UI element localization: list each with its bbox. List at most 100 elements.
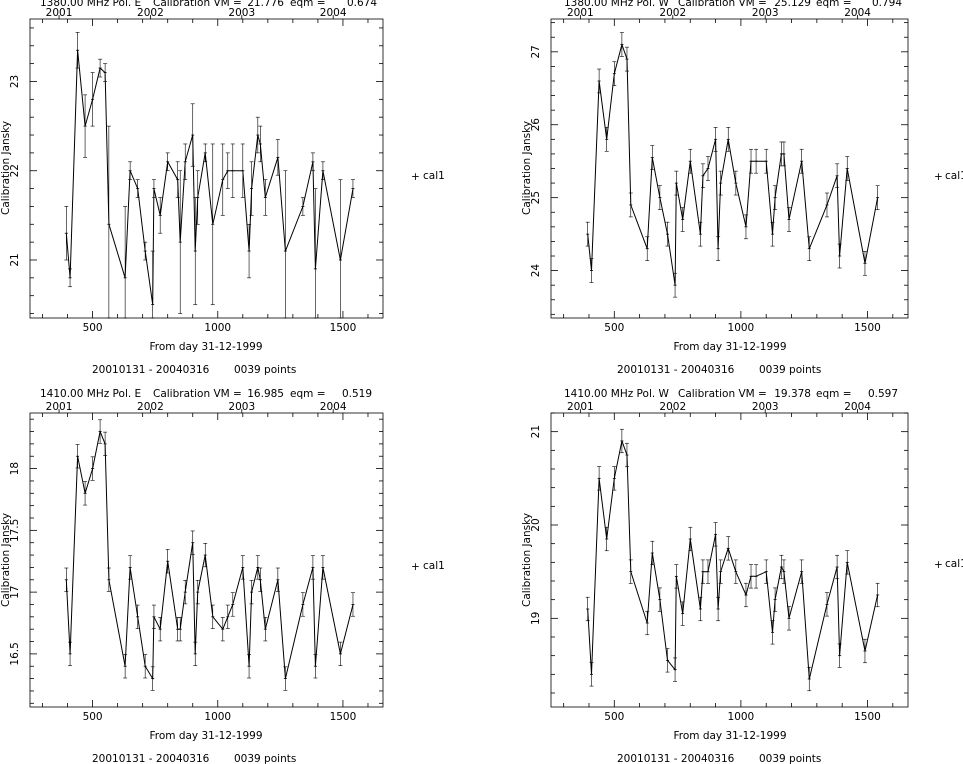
- panel-1410-pol-w: 1410.00 MHz Pol. W Calibration VM = 19.3…: [521, 388, 963, 764]
- date-range: 20010131 - 20040316: [92, 753, 210, 764]
- legend-marker: +: [411, 171, 420, 183]
- header-calibration-label: Calibration VM =: [678, 388, 767, 400]
- y-axis-label: Calibration Jansky: [0, 121, 12, 215]
- y-tick-label: 27: [530, 45, 542, 58]
- y-tick-label: 21: [9, 253, 21, 266]
- error-bars: [585, 428, 880, 692]
- legend-label: cal1: [945, 558, 963, 570]
- y-axis-label: Calibration Jansky: [0, 513, 12, 607]
- panel-1410-pol-e: 1410.00 MHz Pol. E Calibration VM = 16.9…: [0, 388, 445, 764]
- year-label: 2003: [228, 7, 255, 19]
- y-tick-label: 22: [9, 164, 21, 177]
- x-tick-label: 500: [604, 711, 624, 723]
- x-tick-label: 1500: [330, 322, 357, 334]
- date-range: 20010131 - 20040316: [617, 364, 735, 376]
- x-tick-label: 1000: [728, 322, 755, 334]
- header-title: 1410.00 MHz Pol. W: [564, 388, 670, 400]
- header-eqm-label: eqm =: [816, 388, 852, 400]
- header-eqm-value: 0.794: [872, 0, 902, 9]
- year-label: 2001: [567, 401, 594, 413]
- points-count: 0039 points: [759, 753, 821, 764]
- y-axis-label: Calibration Jansky: [521, 513, 533, 607]
- header-calibration-label: Calibration VM =: [153, 388, 242, 400]
- header-vm-value: 19.378: [774, 388, 811, 400]
- header-calibration-label: Calibration VM =: [678, 0, 767, 9]
- year-label: 2004: [320, 401, 347, 413]
- header-eqm-value: 0.519: [342, 388, 372, 400]
- x-tick-label: 500: [83, 711, 103, 723]
- year-label: 2002: [659, 401, 686, 413]
- y-tick-label: 24: [530, 264, 542, 278]
- y-tick-label: 16.5: [9, 642, 21, 665]
- header-eqm-value: 0.597: [868, 388, 898, 400]
- legend-label: cal1: [423, 560, 445, 572]
- x-tick-label: 500: [83, 322, 103, 334]
- y-tick-label: 23: [9, 75, 21, 88]
- series-line: [587, 439, 879, 680]
- axis-ticks: 500 1000 1500 24 25 26 27: [530, 19, 908, 334]
- header-calibration-label: Calibration VM =: [153, 0, 242, 9]
- x-tick-label: 1000: [204, 322, 231, 334]
- y-tick-label: 25: [530, 191, 542, 204]
- header-title: 1410.00 MHz Pol. E: [40, 388, 141, 400]
- points-count: 0039 points: [234, 753, 296, 764]
- x-tick-label: 500: [604, 322, 624, 334]
- points-count: 0039 points: [234, 364, 296, 376]
- year-label: 2001: [567, 7, 594, 19]
- series-line: [587, 42, 879, 286]
- y-tick-label: 20: [530, 518, 542, 531]
- legend-marker: +: [411, 561, 420, 573]
- year-axis: 2001 2002 2003 2004: [46, 7, 347, 19]
- year-label: 2003: [752, 7, 779, 19]
- panel-1380-pol-e: 1380.00 MHz Pol. E Calibration VM = 21.7…: [0, 0, 445, 376]
- year-label: 2002: [137, 401, 164, 413]
- year-label: 2002: [659, 7, 686, 19]
- plot-frame: [29, 412, 384, 708]
- year-label: 2002: [137, 7, 164, 19]
- series-line: [65, 50, 354, 305]
- legend-marker: +: [934, 559, 943, 571]
- year-label: 2001: [46, 401, 73, 413]
- x-tick-label: 1500: [854, 711, 881, 723]
- axis-ticks: 500 1000 1500 21 22 23: [9, 19, 383, 334]
- y-tick-label: 19: [530, 612, 542, 625]
- x-axis-label: From day 31-12-1999: [673, 341, 786, 353]
- year-label: 2004: [320, 7, 347, 19]
- year-label: 2004: [844, 401, 871, 413]
- date-range: 20010131 - 20040316: [617, 753, 735, 764]
- header-title: 1380.00 MHz Pol. E: [40, 0, 141, 9]
- y-tick-label: 26: [530, 118, 542, 132]
- y-axis-label: Calibration Jansky: [521, 121, 533, 215]
- year-axis: 2001 2002 2003 2004: [567, 7, 871, 19]
- x-tick-label: 1000: [728, 711, 755, 723]
- year-label: 2003: [752, 401, 779, 413]
- year-axis: 2001 2002 2003 2004: [567, 401, 871, 413]
- year-label: 2001: [46, 7, 73, 19]
- x-axis-label: From day 31-12-1999: [149, 341, 262, 353]
- y-tick-label: 21: [530, 425, 542, 438]
- panel-1380-pol-w: 1380.00 MHz Pol. W Calibration VM = 25.1…: [521, 0, 963, 376]
- header-vm-value: 16.985: [247, 388, 284, 400]
- plot-frame: [550, 18, 909, 319]
- plot-frame: [550, 412, 909, 708]
- header-vm-value: 21.776: [247, 0, 284, 9]
- header-title: 1380.00 MHz Pol. W: [564, 0, 670, 9]
- header-eqm-label: eqm =: [290, 0, 326, 9]
- axis-ticks: 500 1000 1500 16.5 17 17.5 18: [9, 413, 383, 723]
- x-axis-label: From day 31-12-1999: [673, 730, 786, 742]
- points-count: 0039 points: [759, 364, 821, 376]
- date-range: 20010131 - 20040316: [92, 364, 210, 376]
- axis-ticks: 500 1000 1500 19 20 21: [530, 412, 908, 723]
- x-tick-label: 1000: [204, 711, 231, 723]
- series-line: [65, 429, 354, 681]
- header-eqm-label: eqm =: [290, 388, 326, 400]
- year-axis: 2001 2002 2003 2004: [46, 401, 347, 413]
- header-vm-value: 25.129: [774, 0, 811, 9]
- plot-frame: [29, 18, 384, 319]
- legend-marker: +: [934, 171, 943, 183]
- year-label: 2003: [228, 401, 255, 413]
- header-eqm-value: 0.674: [347, 0, 377, 9]
- legend-label: cal1: [423, 170, 445, 182]
- y-tick-label: 18: [9, 462, 21, 475]
